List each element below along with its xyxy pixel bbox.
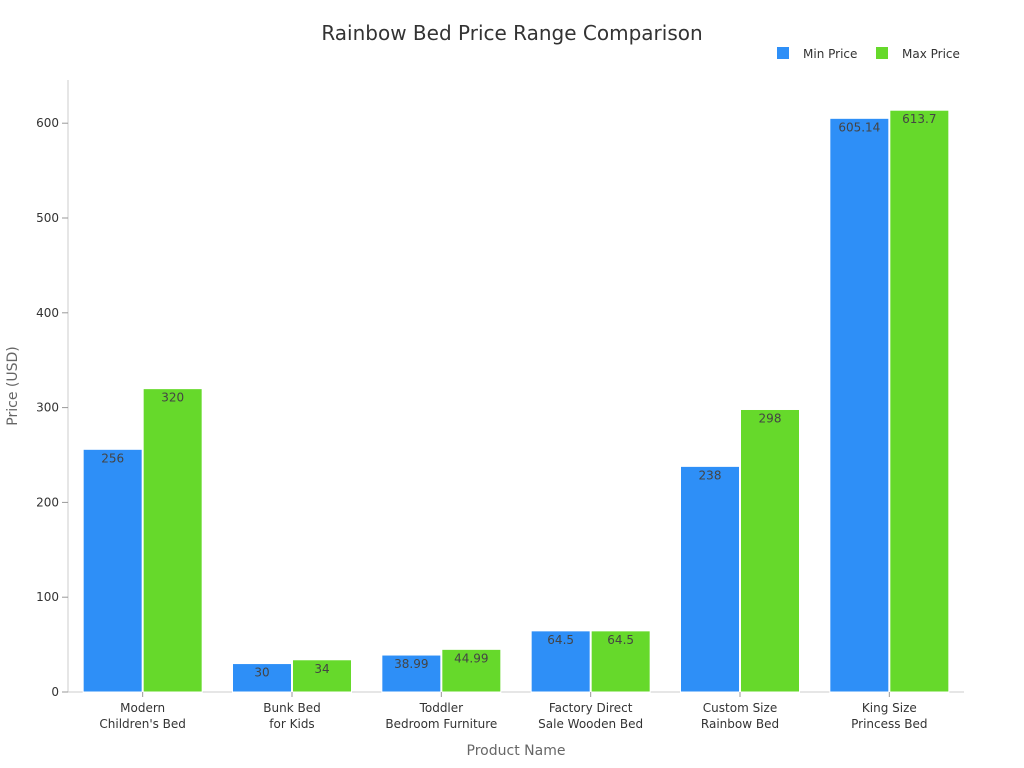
bar-min-price [381,654,442,693]
x-tick-label: Modern Children's Bed [99,701,186,731]
data-label: 613.7 [902,112,936,126]
bars: 256 320 30 34 38.99 44.99 64.5 64.5 238 298 605.14… [82,109,950,693]
x-axis-title: Product Name [467,743,566,759]
chart-title: Rainbow Bed Price Range Comparison [321,21,702,45]
bar-min-price [530,630,591,693]
bar-max-price [590,630,651,693]
legend-label: Max Price [902,47,960,61]
y-tick-label: 500 [36,211,59,225]
bar-max-price [889,109,950,693]
data-label: 34 [314,662,329,676]
data-label: 298 [759,411,782,425]
x-tick-label: Custom Size Rainbow Bed [701,701,779,731]
x-tick-label: Toddler Bedroom Furniture [385,701,497,731]
bar-max-price [740,408,800,693]
bar-max-price [142,388,203,693]
legend-swatch [876,47,888,59]
y-axis-title: Price (USD) [5,346,21,425]
x-tick-label: Factory Direct Sale Wooden Bed [538,701,643,731]
y-tick-label: 0 [51,685,59,699]
bar-min-price [829,117,890,693]
data-label: 605.14 [838,120,880,134]
data-label: 38.99 [394,657,428,671]
data-label: 238 [699,468,722,482]
bar-min-price [82,448,143,693]
legend: Min Price Max Price [777,47,960,61]
bar-min-price [232,663,292,693]
legend-label: Min Price [803,47,857,61]
y-tick-label: 100 [36,590,59,604]
x-tick-label: Bunk Bed for Kids [263,701,320,731]
y-tick-label: 400 [36,306,59,320]
data-label: 320 [161,391,184,405]
y-tick-label: 300 [36,401,59,415]
y-tick-label: 200 [36,495,59,509]
y-axis-ticks: 0 100 200 300 400 500 600 [36,116,68,699]
x-tick-label: King Size Princess Bed [851,701,927,731]
data-label: 64.5 [547,633,574,647]
bar-max-price [292,659,352,693]
data-label: 256 [101,451,124,465]
bar-min-price [680,465,740,693]
data-label: 44.99 [454,651,488,665]
y-tick-label: 600 [36,116,59,130]
bar-max-price [441,648,502,693]
legend-swatch [777,47,789,59]
x-axis-ticks: Modern Children's Bed Bunk Bed for Kids Todd… [99,692,928,731]
data-label: 30 [254,666,269,680]
data-label: 64.5 [607,633,634,647]
